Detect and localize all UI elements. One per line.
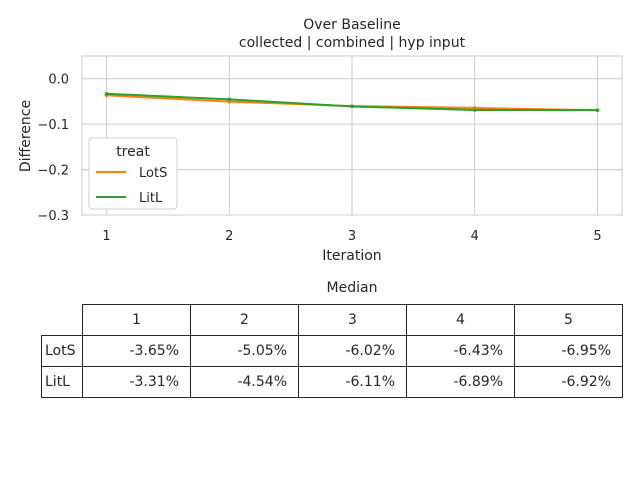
table-title: Median (326, 280, 378, 296)
legend-label-litl: LitL (139, 191, 163, 206)
y-tick-label: −0.2 (37, 164, 69, 179)
table-cell: -6.92% (514, 366, 623, 398)
column-header: 1 (82, 304, 191, 336)
column-header: 5 (514, 304, 623, 336)
table-cell: -6.11% (298, 366, 407, 398)
chart-title: Over Baseline (303, 17, 400, 33)
median-table: 1 2 3 4 5 LotS -3.65% -5.05% -6.02% -6.4… (41, 304, 623, 398)
y-tick-labels: 0.0 −0.1 −0.2 −0.3 (37, 73, 69, 224)
data-point (350, 104, 354, 109)
x-tick-label: 3 (348, 229, 356, 244)
row-header: LitL (41, 366, 83, 398)
table-cell: -3.31% (82, 366, 191, 398)
table-row: LitL -3.31% -4.54% -6.11% -6.89% -6.92% (41, 366, 623, 398)
x-axis-label: Iteration (322, 248, 381, 264)
legend-label-lots: LotS (139, 166, 167, 181)
table-cell: -6.95% (514, 335, 623, 367)
table-corner (42, 305, 83, 336)
table-cell: -6.89% (406, 366, 515, 398)
table-cell: -3.65% (82, 335, 191, 367)
legend: treat LotS LitL (88, 137, 178, 210)
x-tick-label: 2 (225, 229, 233, 244)
x-tick-label: 4 (471, 229, 479, 244)
column-header: 3 (298, 304, 407, 336)
table-header-row: 1 2 3 4 5 (42, 304, 623, 336)
x-tick-label: 1 (102, 229, 110, 244)
table-row: LotS -3.65% -5.05% -6.02% -6.43% -6.95% (41, 335, 623, 367)
x-tick-labels: 1 2 3 4 5 (102, 229, 601, 244)
table-cell: -6.43% (406, 335, 515, 367)
table-cell: -5.05% (190, 335, 299, 367)
data-point (472, 108, 477, 112)
y-tick-label: −0.3 (37, 209, 69, 224)
line-chart: Over Baseline collected | combined | hyp… (18, 17, 623, 264)
legend-box (88, 137, 178, 210)
x-tick-label: 5 (593, 229, 601, 244)
chart-subtitle: collected | combined | hyp input (239, 35, 466, 51)
table-cell: -4.54% (190, 366, 299, 398)
column-header: 4 (406, 304, 515, 336)
column-header: 2 (190, 304, 299, 336)
data-point (227, 97, 232, 102)
row-header: LotS (41, 335, 83, 367)
y-tick-label: 0.0 (48, 73, 69, 88)
y-tick-label: −0.1 (37, 118, 69, 133)
legend-title: treat (116, 144, 150, 160)
data-point (104, 91, 109, 96)
data-point (595, 108, 600, 112)
series-lines (104, 91, 600, 113)
table-cell: -6.02% (298, 335, 407, 367)
y-axis-label: Difference (18, 100, 34, 172)
